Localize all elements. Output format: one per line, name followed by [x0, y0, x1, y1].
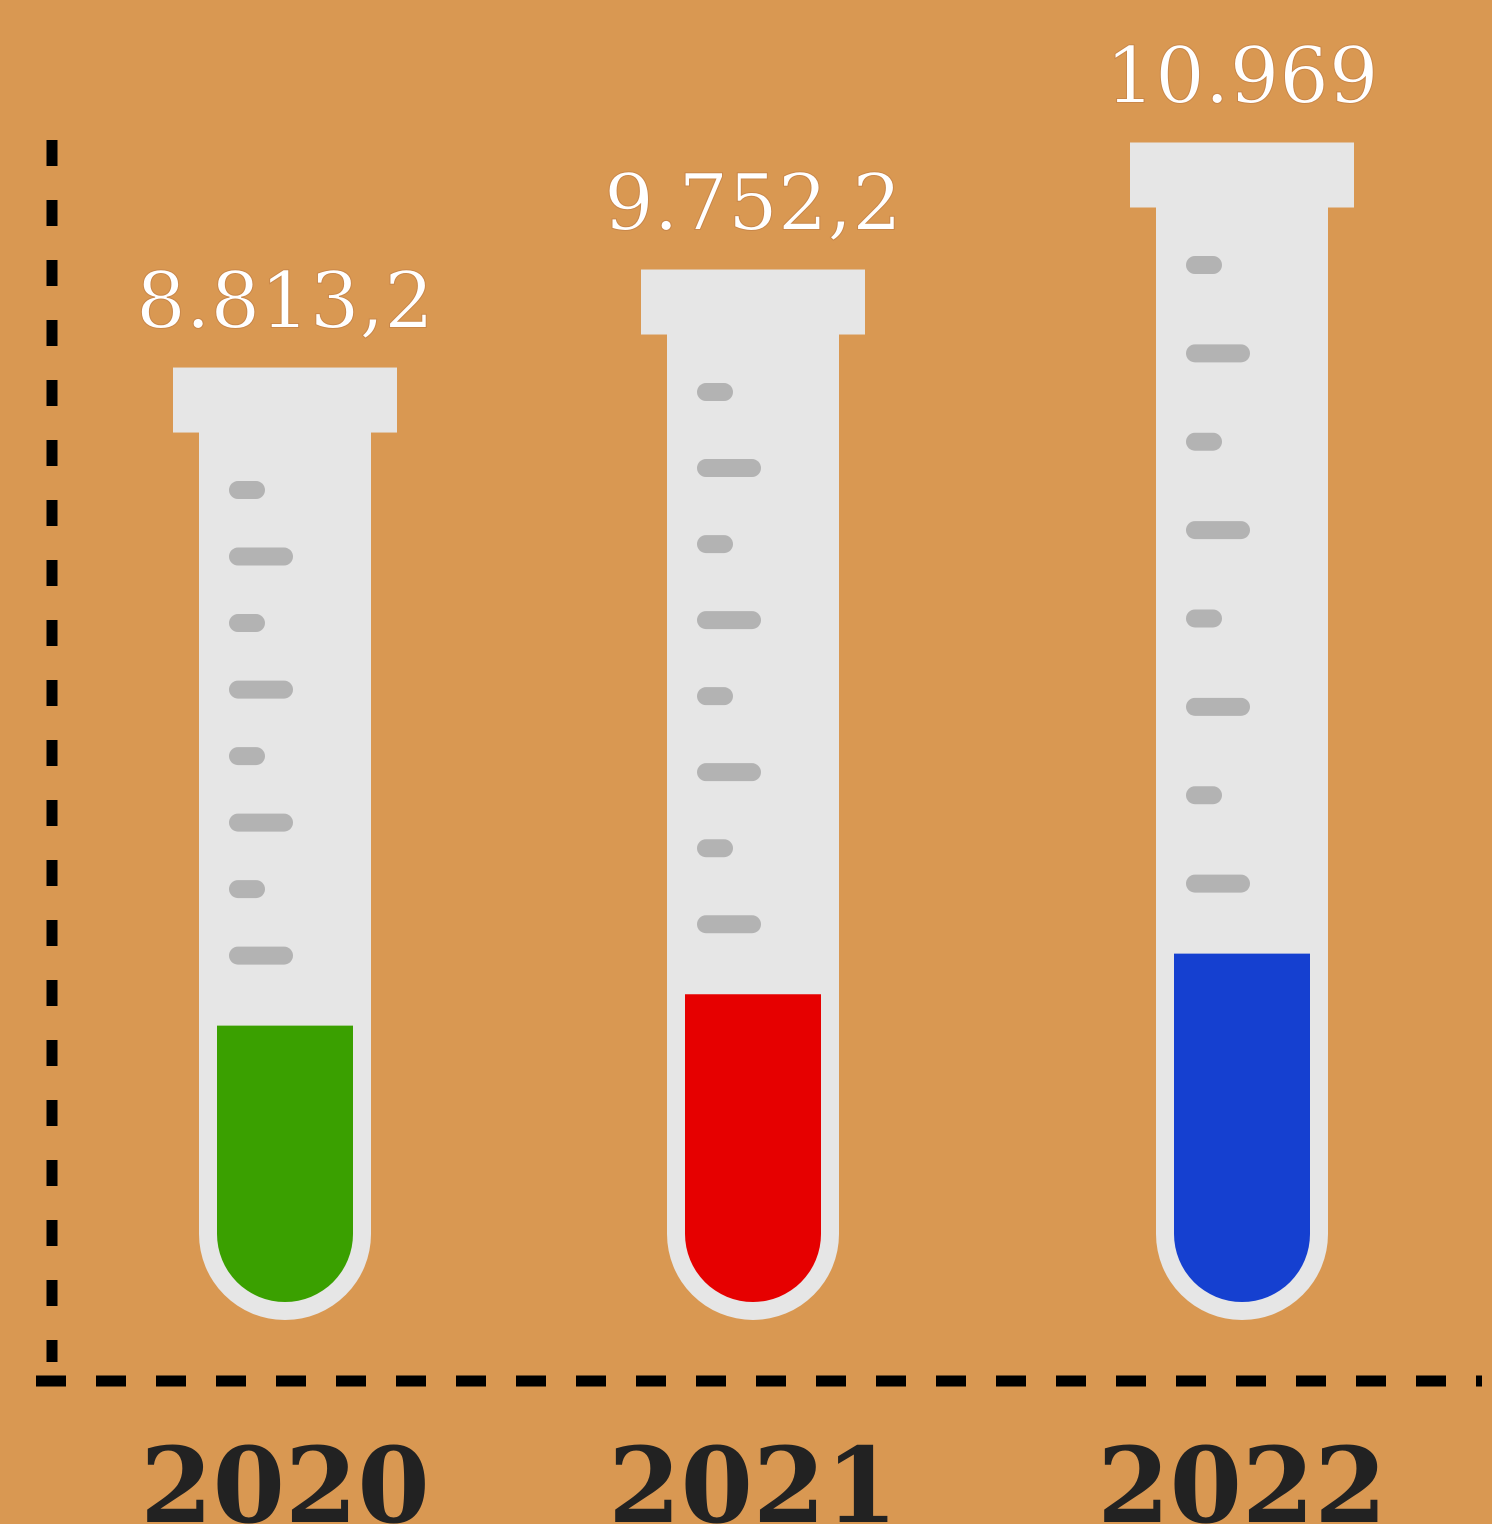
graduation	[229, 946, 293, 965]
x-tick-label: 2020	[140, 1424, 429, 1524]
x-tick-label: 2021	[608, 1424, 897, 1524]
value-label: 10.969	[1106, 32, 1379, 122]
graduation	[1186, 874, 1250, 893]
graduation	[697, 763, 761, 782]
tube-cap	[1130, 142, 1354, 208]
tube-cap	[641, 269, 865, 335]
graduation	[1186, 609, 1222, 628]
graduation	[1186, 521, 1250, 540]
graduation	[1186, 786, 1222, 805]
graduation	[697, 687, 733, 706]
value-label: 8.813,2	[136, 257, 434, 347]
graduation	[697, 383, 733, 402]
graduation	[229, 680, 293, 699]
graduation	[229, 813, 293, 832]
graduation	[229, 880, 265, 899]
graduation	[229, 547, 293, 566]
graduation	[697, 459, 761, 478]
x-tick-label: 2022	[1097, 1424, 1386, 1524]
value-label: 9.752,2	[604, 159, 902, 249]
graduation	[229, 747, 265, 766]
liquid	[685, 994, 821, 1302]
graduation	[1186, 344, 1250, 363]
graduation	[697, 611, 761, 630]
graduation	[697, 535, 733, 554]
graduation	[1186, 256, 1222, 274]
liquid	[1174, 953, 1310, 1302]
graduation	[697, 839, 733, 858]
graduation	[697, 915, 761, 934]
liquid	[217, 1025, 353, 1302]
graduation	[229, 614, 265, 633]
graduation	[1186, 697, 1250, 716]
tube-cap	[173, 367, 397, 433]
graduation	[229, 481, 265, 500]
graduation	[1186, 432, 1222, 451]
